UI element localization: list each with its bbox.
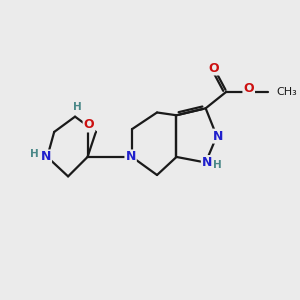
Text: CH₃: CH₃ bbox=[277, 87, 297, 97]
Text: H: H bbox=[213, 160, 222, 170]
Text: N: N bbox=[202, 156, 212, 169]
Text: H: H bbox=[30, 149, 39, 159]
Text: N: N bbox=[125, 150, 136, 164]
Text: O: O bbox=[243, 82, 254, 95]
Text: N: N bbox=[41, 150, 51, 164]
Text: O: O bbox=[84, 118, 94, 131]
Text: O: O bbox=[209, 61, 219, 74]
Text: H: H bbox=[74, 102, 82, 112]
Text: N: N bbox=[213, 130, 223, 142]
